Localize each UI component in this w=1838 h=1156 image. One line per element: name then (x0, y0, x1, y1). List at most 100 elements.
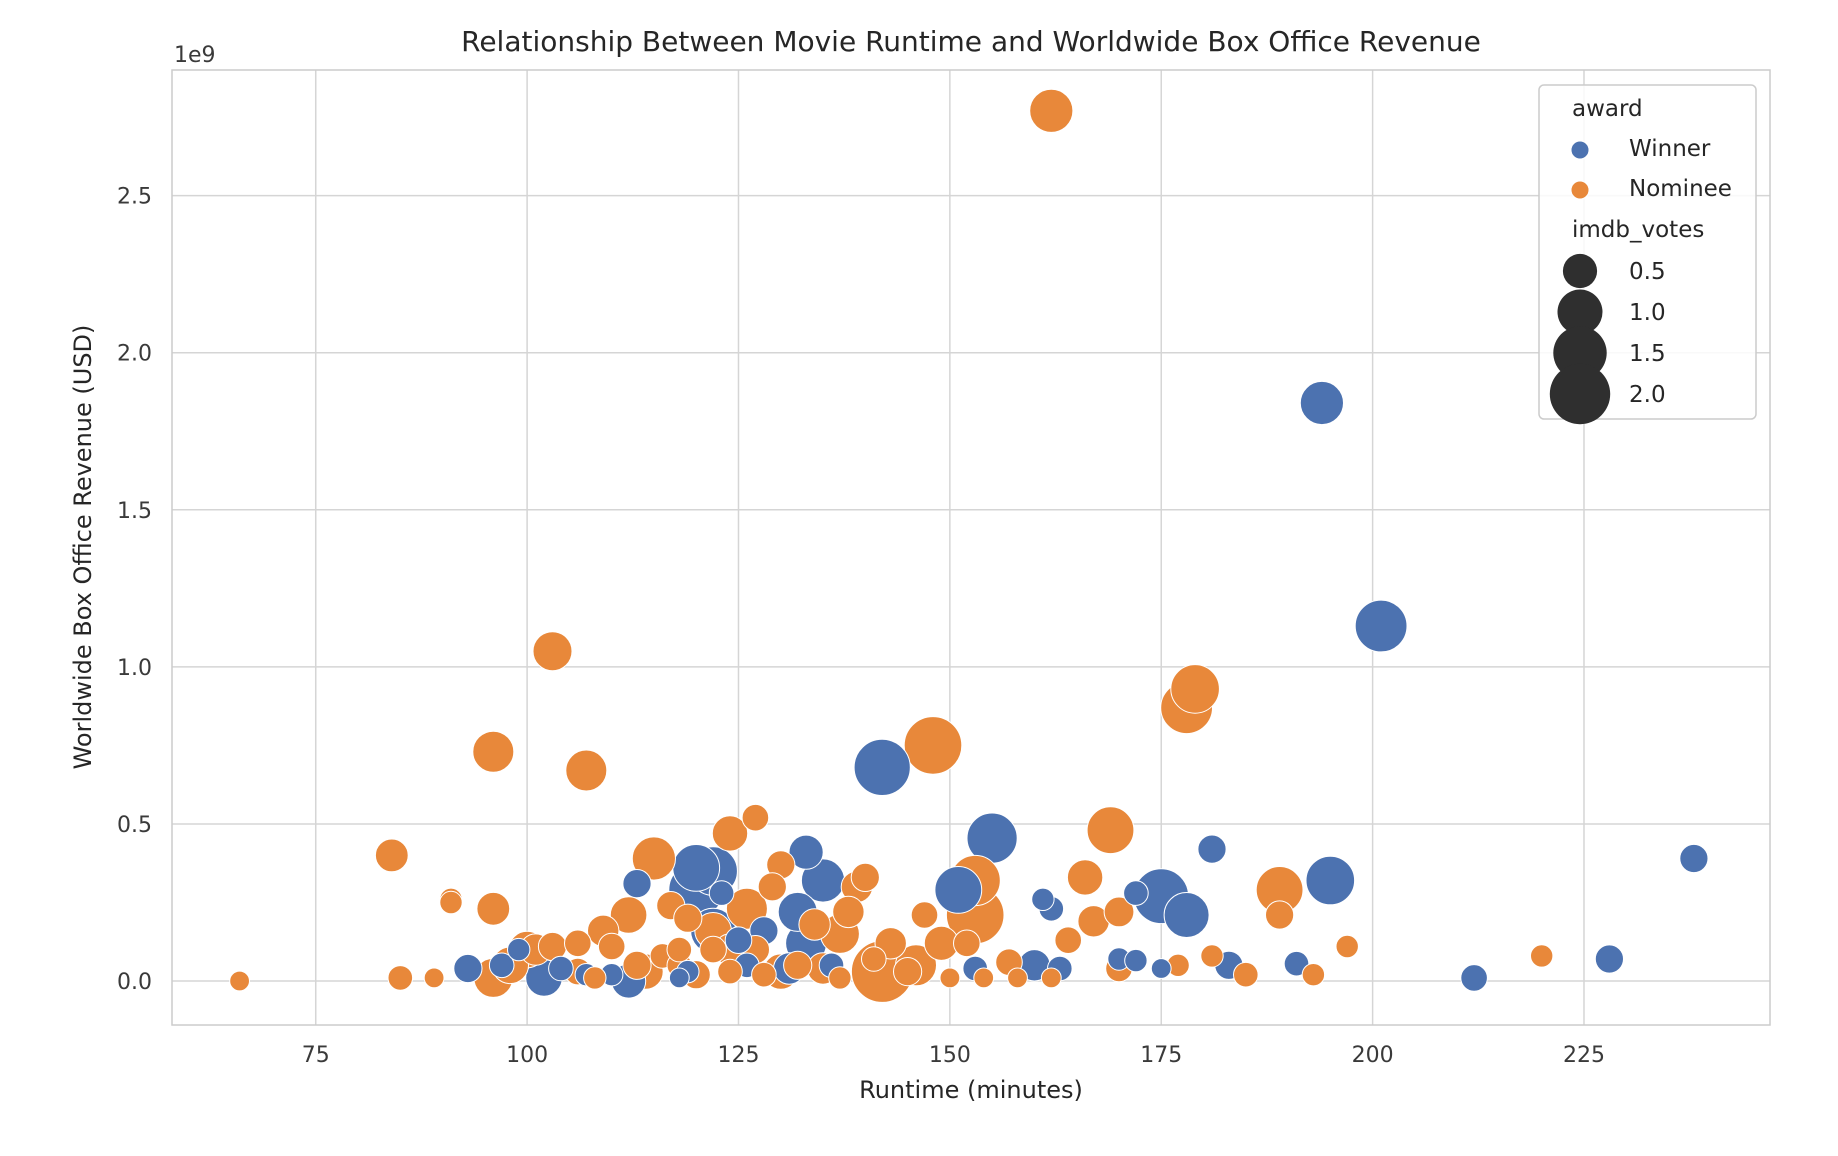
data-point-nominee (741, 803, 770, 832)
legend-size-label: 1.0 (1629, 300, 1666, 326)
data-point-nominee (1040, 967, 1062, 989)
data-point-winner (1197, 834, 1227, 864)
data-point-nominee (973, 967, 995, 989)
data-point-nominee (666, 936, 693, 963)
x-tick-label: 225 (1563, 1043, 1605, 1068)
legend-size-marker (1553, 326, 1607, 380)
data-point-nominee (532, 631, 573, 672)
y-tick-label: 0.5 (117, 813, 152, 838)
y-axis-title: Worldwide Box Office Revenue (USD) (69, 325, 97, 770)
legend: award Winner Nominee imdb_votes 0.5 1.0 1.… (1538, 84, 1757, 425)
data-point-nominee (903, 716, 963, 775)
legend-winner-marker (1570, 140, 1590, 160)
data-point-winner (453, 953, 483, 984)
data-point-winner (1305, 855, 1356, 906)
data-point-nominee (1066, 859, 1104, 896)
y-offset-label: 1e9 (174, 43, 216, 68)
data-point-nominee (1301, 963, 1326, 987)
data-point-nominee (229, 970, 251, 992)
data-point-nominee (387, 965, 414, 991)
y-tick-label: 2.5 (117, 185, 152, 210)
data-point-winner (1354, 599, 1408, 653)
data-point-nominee (910, 901, 939, 929)
data-point-nominee (423, 967, 445, 989)
data-point-nominee (1103, 896, 1135, 928)
y-tick-label: 0.0 (117, 970, 152, 995)
data-point-winner (1460, 964, 1488, 992)
data-point-winner (548, 955, 574, 982)
data-point-nominee (673, 903, 703, 933)
data-point-nominee (472, 730, 515, 773)
y-tick-label: 1.0 (117, 656, 152, 681)
data-point-nominee (1335, 934, 1359, 959)
grid-layer (172, 70, 1770, 1025)
data-point-nominee (751, 961, 777, 988)
x-tick-label: 75 (302, 1043, 330, 1068)
legend-nominee-marker (1570, 180, 1590, 200)
data-point-nominee (699, 935, 727, 964)
data-point-nominee (374, 838, 409, 873)
data-point-nominee (1086, 806, 1135, 855)
data-point-nominee (939, 967, 961, 989)
data-point-nominee (439, 890, 463, 915)
data-point-winner (1123, 880, 1149, 906)
data-point-winner (1594, 944, 1625, 974)
data-point-nominee (711, 815, 749, 852)
x-tick-label: 150 (929, 1043, 971, 1068)
data-point-nominee (565, 749, 608, 792)
data-point-winner (1299, 380, 1345, 426)
legend-size-title: imdb_votes (1572, 217, 1704, 243)
data-point-nominee (783, 950, 813, 980)
data-point-winner (1679, 843, 1709, 874)
data-point-winner (724, 926, 753, 955)
legend-size-marker (1549, 363, 1611, 425)
data-point-nominee (953, 929, 981, 958)
data-point-winner (507, 937, 531, 962)
legend-size-marker (1562, 253, 1598, 289)
data-point-winner (1031, 887, 1055, 911)
data-point-winner (488, 952, 515, 979)
data-point-nominee (1007, 967, 1028, 989)
data-point-nominee (1530, 944, 1554, 968)
data-point-nominee (861, 946, 887, 972)
data-point-nominee (850, 862, 880, 893)
data-point-nominee (583, 966, 607, 990)
legend-winner-label: Winner (1629, 136, 1711, 162)
data-point-winner (1283, 950, 1310, 977)
legend-size-label: 2.0 (1629, 382, 1666, 408)
data-point-nominee (1233, 961, 1259, 988)
data-point-winner (1124, 948, 1148, 973)
x-tick-label: 200 (1352, 1043, 1394, 1068)
data-point-winner (1163, 892, 1210, 938)
data-point-nominee (622, 950, 652, 980)
plot-area (171, 69, 1771, 1026)
data-point-nominee (832, 895, 865, 929)
data-point-nominee (893, 957, 923, 987)
data-point-winner (622, 869, 652, 899)
data-point-nominee (597, 932, 626, 961)
plot-frame (171, 69, 1771, 1026)
data-point-nominee (564, 929, 592, 958)
ticks-layer: 75 100 125 150 175 200 225 0.0 0.5 1.0 1.5 2.0 2.5 (117, 185, 1605, 1068)
data-point-winner (668, 967, 690, 989)
chart-title: Relationship Between Movie Runtime and W… (461, 25, 1481, 58)
data-point-nominee (757, 872, 787, 902)
legend-size-label: 1.5 (1629, 341, 1666, 367)
x-tick-label: 100 (506, 1043, 548, 1068)
x-axis-title: Runtime (minutes) (859, 1076, 1083, 1104)
x-tick-label: 125 (717, 1043, 759, 1068)
data-point-nominee (1170, 664, 1220, 714)
data-point-winner (853, 738, 911, 797)
data-point-nominee (631, 836, 677, 881)
legend-size-label: 0.5 (1629, 259, 1666, 285)
x-tick-label: 175 (1140, 1043, 1182, 1068)
legend-size-entries: 0.5 1.0 1.5 2.0 (1549, 253, 1666, 425)
legend-nominee-label: Nominee (1629, 176, 1732, 202)
data-point-nominee (798, 908, 831, 941)
data-point-winner (1150, 958, 1172, 979)
legend-size-marker (1557, 289, 1603, 335)
data-point-nominee (717, 958, 743, 985)
data-point-nominee (1200, 944, 1224, 968)
data-point-winner (934, 866, 983, 914)
data-point-winner (788, 834, 824, 870)
